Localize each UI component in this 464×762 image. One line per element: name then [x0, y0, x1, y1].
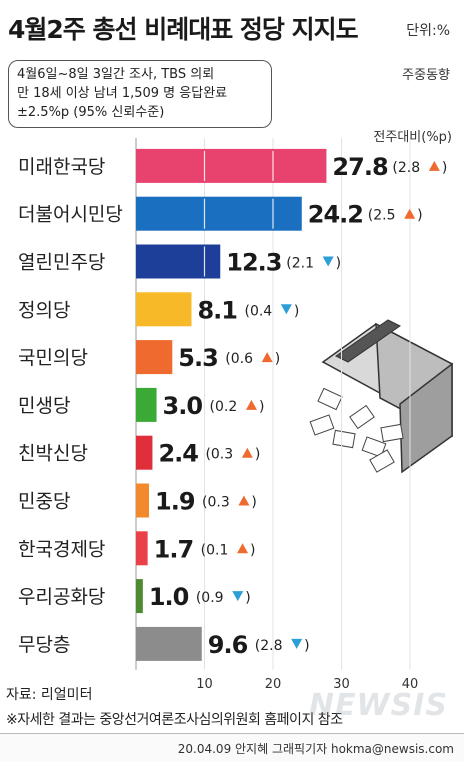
- arrow-up-icon: [261, 352, 273, 363]
- bar: [136, 579, 143, 614]
- change-label: (0.9: [196, 590, 224, 606]
- value-label: 27.8: [332, 153, 388, 181]
- change-paren: ): [245, 590, 250, 606]
- change-paren: ): [250, 542, 255, 558]
- survey-info-box: 4월6일~8일 3일간 조사, TBS 의뢰 만 18세 이상 남녀 1,509…: [8, 60, 272, 128]
- arrow-up-icon: [238, 495, 250, 506]
- arrow-up-icon: [404, 208, 416, 219]
- x-tick-label: 30: [333, 677, 350, 692]
- value-label: 3.0: [163, 392, 203, 420]
- ballot-box-illustration: [309, 319, 454, 474]
- change-label: (2.8: [255, 638, 283, 654]
- change-paren: ): [251, 495, 256, 511]
- x-tick-label: 10: [196, 677, 213, 692]
- change-label: (0.6: [225, 351, 253, 367]
- x-axis: 10 20 30 40: [196, 677, 418, 692]
- change-paren: ): [294, 303, 299, 319]
- weekly-trend-label: 주중동향: [402, 68, 450, 83]
- change-label: (0.3: [202, 495, 230, 511]
- x-tick-label: 40: [402, 677, 419, 692]
- category-label: 미래한국당: [18, 156, 105, 178]
- arrow-down-icon: [322, 256, 334, 267]
- bar: [136, 531, 148, 566]
- survey-info-line: 만 18세 이상 남녀 1,509 명 응답완료: [17, 86, 228, 101]
- ballot-paper-icon: [361, 436, 387, 458]
- bar: [136, 244, 221, 279]
- bar: [136, 387, 157, 422]
- bar: [136, 626, 202, 661]
- header: 4월2주 총선 비례대표 정당 지지도 단위:%: [0, 0, 464, 58]
- bar: [136, 435, 153, 470]
- change-paren: ): [255, 447, 260, 463]
- bar: [136, 196, 302, 231]
- bar: [136, 292, 192, 327]
- category-label: 정의당: [18, 299, 70, 321]
- value-label: 1.7: [154, 535, 194, 563]
- ballot-paper-icon: [332, 429, 356, 449]
- ballot-paper-icon: [380, 423, 404, 443]
- arrow-down-icon: [280, 304, 292, 315]
- category-label: 더불어시민당: [18, 204, 123, 226]
- value-label: 8.1: [197, 296, 237, 324]
- ballot-paper-icon: [349, 404, 375, 430]
- change-label: (2.8: [392, 160, 420, 176]
- category-label: 친박신당: [18, 443, 88, 465]
- source-label: 자료: 리얼미터: [6, 687, 93, 703]
- footnote: ※자세한 결과는 중앙선거여론조사심의위원회 홈페이지 참조: [6, 712, 343, 728]
- category-label: 열린민주당: [18, 252, 105, 274]
- change-paren: ): [442, 160, 447, 176]
- value-label: 1.9: [155, 488, 195, 516]
- arrow-down-icon: [232, 591, 244, 602]
- arrow-up-icon: [237, 543, 249, 554]
- category-label: 민생당: [18, 395, 70, 417]
- value-label: 24.2: [308, 201, 363, 229]
- survey-info-line: ±2.5%p (95% 신뢰수준): [17, 105, 165, 120]
- change-paren: ): [304, 638, 309, 654]
- change-label: (0.1: [201, 542, 229, 558]
- change-label: (0.2: [210, 399, 238, 415]
- watermark-logo: NEWSIS: [308, 688, 448, 723]
- category-label: 국민의당: [18, 347, 88, 369]
- change-paren: ): [275, 351, 280, 367]
- ballot-box-icon: [309, 319, 454, 474]
- chart-title: 4월2주 총선 비례대표 정당 지지도: [8, 15, 359, 44]
- category-label: 우리공화당: [18, 586, 105, 608]
- change-paren: ): [417, 208, 422, 224]
- value-label: 12.3: [226, 249, 281, 277]
- category-label: 민중당: [18, 491, 70, 513]
- ballot-paper-icon: [309, 414, 335, 436]
- value-label: 1.0: [149, 583, 189, 611]
- category-label: 한국경제당: [18, 538, 105, 560]
- arrow-up-icon: [428, 160, 440, 171]
- labels: 미래한국당 27.8 (2.8)더불어시민당 24.2 (2.5)열린민주당 12.3 (2…: [18, 153, 447, 659]
- arrow-up-icon: [241, 447, 253, 458]
- value-label: 5.3: [178, 344, 218, 372]
- change-label: (0.3: [205, 447, 233, 463]
- arrow-down-icon: [291, 638, 303, 649]
- change-column-header: 전주대비(%p): [373, 130, 452, 145]
- survey-info-line: 4월6일~8일 3일간 조사, TBS 의뢰: [17, 67, 215, 82]
- bar-chart: 미래한국당 27.8 (2.8)더불어시민당 24.2 (2.5)열린민주당 12.3 (2…: [18, 138, 454, 692]
- bar: [136, 340, 173, 375]
- arrow-up-icon: [245, 399, 257, 410]
- change-label: (2.5: [368, 208, 396, 224]
- ballot-paper-icon: [317, 387, 343, 411]
- change-paren: ): [336, 256, 341, 272]
- bar: [136, 483, 150, 518]
- bar: [136, 148, 327, 183]
- category-label: 무당층: [18, 634, 70, 656]
- unit-label: 단위:%: [406, 23, 450, 39]
- change-label: (0.4: [244, 303, 272, 319]
- change-paren: ): [259, 399, 264, 415]
- value-label: 9.6: [208, 631, 248, 659]
- bars: [136, 148, 327, 661]
- credit-bar: 20.04.09 안지혜 그래픽기자 hokma@newsis.com: [0, 733, 464, 762]
- x-tick-label: 20: [265, 677, 282, 692]
- change-label: (2.1: [286, 256, 314, 272]
- credit-line: 20.04.09 안지혜 그래픽기자 hokma@newsis.com: [177, 742, 454, 756]
- ballot-paper-icon: [369, 449, 395, 473]
- value-label: 2.4: [158, 440, 198, 468]
